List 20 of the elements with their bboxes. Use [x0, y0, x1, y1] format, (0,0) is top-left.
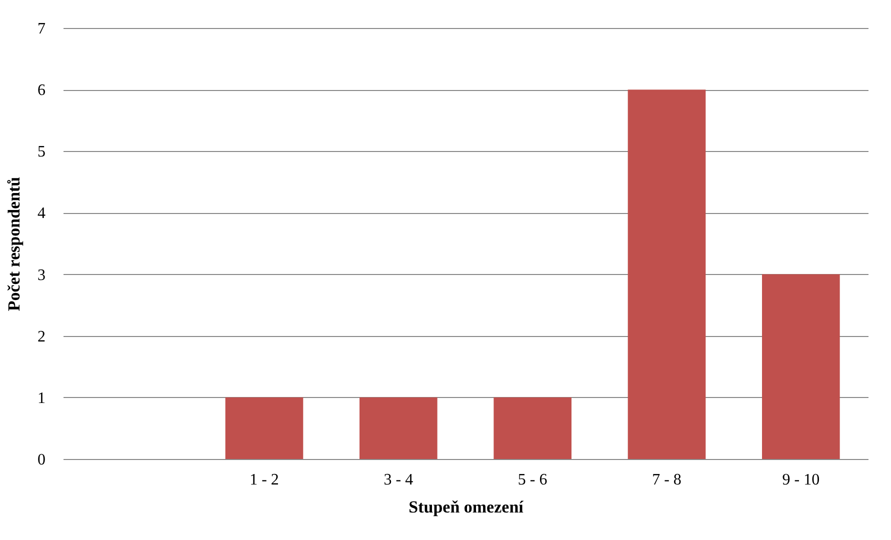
y-tick-label: 7 — [38, 20, 46, 38]
x-tick-label: 3 - 4 — [384, 472, 414, 488]
y-tick-label: 0 — [38, 452, 46, 468]
y-axis-title: Počet respondentů — [4, 176, 24, 312]
y-tick-label: 4 — [38, 205, 46, 222]
x-tick-label: 9 - 10 — [782, 472, 820, 488]
x-tick-label: 1 - 2 — [250, 472, 279, 488]
y-tick-label: 1 — [38, 390, 46, 407]
bar — [225, 397, 304, 459]
y-tick-label: 3 — [38, 266, 46, 284]
y-tick-label: 2 — [38, 328, 46, 346]
x-axis-title: Stupeň omezení — [408, 498, 524, 516]
y-tick-label: 6 — [38, 82, 46, 100]
y-tick-label: 5 — [38, 144, 46, 161]
bar — [494, 397, 572, 459]
x-tick-label: 5 - 6 — [518, 472, 548, 488]
bar — [360, 397, 438, 459]
x-tick-label: 7 - 8 — [652, 472, 682, 488]
bar — [762, 274, 840, 459]
bar — [628, 90, 706, 459]
